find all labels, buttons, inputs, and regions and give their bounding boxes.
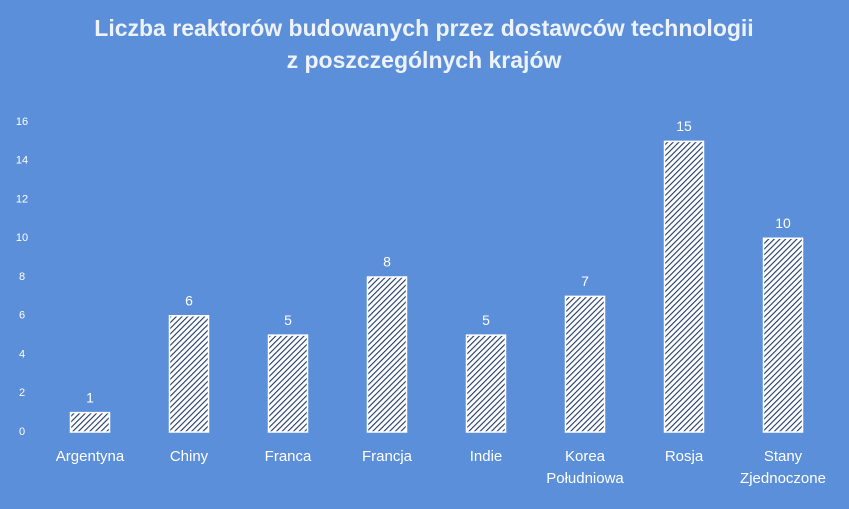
data-label: 7: [581, 273, 589, 289]
x-tick-label: Chiny: [170, 448, 209, 465]
chart-title: z poszczególnych krajów: [287, 47, 562, 73]
x-tick-label: Franca: [265, 448, 312, 465]
y-tick-label: 14: [16, 155, 28, 167]
y-tick-label: 10: [16, 232, 28, 244]
chart-title: Liczba reaktorów budowanych przez dostaw…: [94, 15, 753, 41]
data-label: 15: [676, 118, 692, 134]
y-tick-label: 0: [19, 426, 25, 438]
x-tick-label: Argentyna: [56, 448, 125, 465]
x-tick-label: Francja: [362, 448, 413, 465]
bar: [366, 276, 408, 433]
bar: [168, 315, 210, 433]
bar: [465, 334, 507, 433]
data-label: 1: [86, 389, 94, 405]
data-label: 8: [383, 254, 391, 270]
bar: [663, 140, 705, 433]
x-tick-label: Stany Zjednoczone: [740, 448, 826, 487]
y-tick-label: 12: [16, 193, 28, 205]
x-tick-label: Indie: [470, 448, 503, 465]
bar: [762, 237, 804, 433]
y-tick-label: 6: [19, 310, 25, 322]
bar: [69, 411, 111, 433]
data-label: 5: [482, 312, 490, 328]
x-tick-label: Rosja: [665, 448, 704, 465]
data-label: 10: [775, 215, 791, 231]
data-label: 5: [284, 312, 292, 328]
y-tick-label: 16: [16, 116, 28, 128]
y-tick-label: 4: [19, 348, 25, 360]
x-tick-label: Korea Południowa: [546, 448, 624, 487]
data-label: 6: [185, 292, 193, 308]
y-tick-label: 2: [19, 387, 25, 399]
bar: [267, 334, 309, 433]
bar: [564, 295, 606, 433]
y-tick-label: 8: [19, 271, 25, 283]
